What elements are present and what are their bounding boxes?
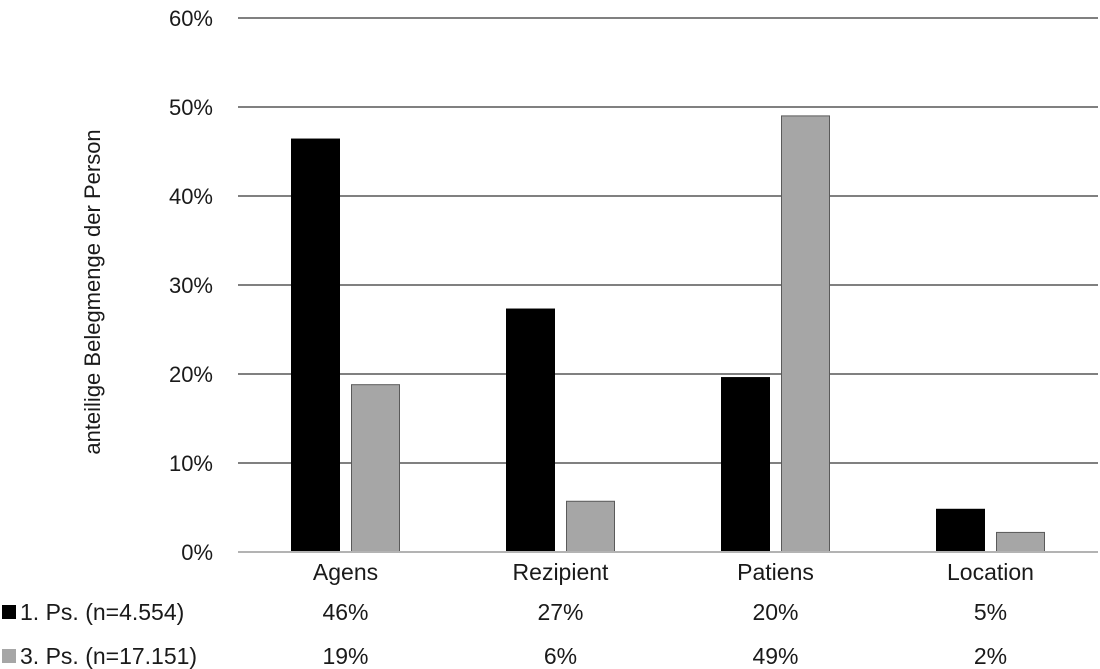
y-tick-label: 60%	[169, 6, 213, 31]
data-label: 5%	[974, 599, 1007, 625]
bar-first-person-patiens	[721, 377, 770, 553]
legend-key	[2, 649, 16, 663]
data-label: 2%	[974, 643, 1007, 669]
data-label: 27%	[537, 599, 583, 625]
category-label: Location	[947, 559, 1034, 585]
category-label: Agens	[313, 559, 378, 585]
y-tick-label: 50%	[169, 95, 213, 120]
y-axis-label: anteilige Belegmenge der Person	[80, 129, 105, 454]
data-label: 46%	[322, 599, 368, 625]
data-label: 19%	[322, 643, 368, 669]
y-tick-label: 20%	[169, 362, 213, 387]
bar-third-person-location	[996, 531, 1045, 553]
data-label: 20%	[752, 599, 798, 625]
legend-key	[2, 605, 16, 619]
y-tick-label: 30%	[169, 273, 213, 298]
y-tick-label: 0%	[181, 540, 213, 565]
y-tick-label: 40%	[169, 184, 213, 209]
data-label: 49%	[752, 643, 798, 669]
bar-first-person-rezipient	[506, 308, 555, 553]
gridlines	[238, 17, 1098, 464]
bar-first-person-agens	[291, 138, 340, 553]
category-label: Rezipient	[513, 559, 609, 585]
legend-series-name: 1. Ps. (n=4.554)	[20, 599, 184, 625]
category-label: Patiens	[737, 559, 814, 585]
bar-third-person-rezipient	[566, 500, 615, 553]
bar-third-person-agens	[351, 384, 400, 553]
data-table: 1. Ps. (n=4.554) 46% 27% 20% 5% 3. Ps. (n=17.…	[2, 599, 1007, 669]
y-tick-label: 10%	[169, 451, 213, 476]
bars	[291, 115, 1045, 553]
data-label: 6%	[544, 643, 577, 669]
y-axis-tick-labels: 0% 10% 20% 30% 40% 50% 60%	[169, 6, 213, 565]
category-labels: Agens Rezipient Patiens Location	[313, 559, 1034, 585]
legend-series-name: 3. Ps. (n=17.151)	[20, 643, 197, 669]
bar-first-person-location	[936, 508, 985, 553]
bar-third-person-patiens	[781, 115, 830, 553]
